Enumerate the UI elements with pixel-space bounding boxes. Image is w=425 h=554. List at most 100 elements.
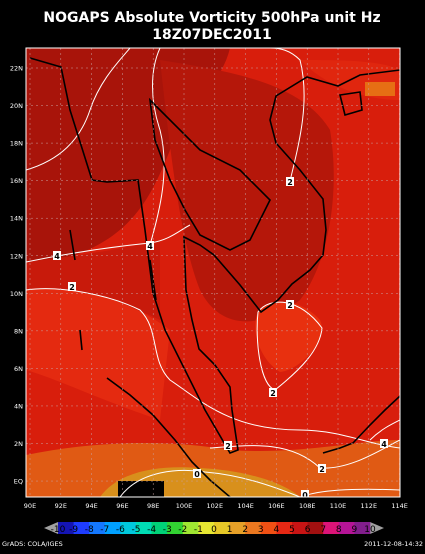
colorbar-swatch	[104, 522, 121, 534]
lat-label: 14N	[10, 215, 23, 223]
contour-label: 2	[319, 465, 325, 474]
colorbar-label: 1	[227, 525, 233, 535]
colorbar-swatch	[245, 522, 262, 534]
lat-label: 16N	[10, 177, 23, 185]
lon-label: 104E	[237, 502, 254, 510]
colorbar-label: -1	[194, 525, 203, 535]
colorbar-swatch	[89, 522, 106, 534]
colorbar-end-left	[44, 522, 58, 534]
lat-label: 18N	[10, 140, 23, 148]
lon-label: 112E	[361, 502, 378, 510]
title-line-1: NOGAPS Absolute Vorticity 500hPa unit Hz	[43, 10, 380, 26]
colorbar-swatch	[260, 522, 277, 534]
map-frame	[25, 47, 401, 498]
colorbar-swatch	[120, 522, 137, 534]
contour-label: 0	[302, 491, 308, 500]
contour-label: 0	[194, 470, 200, 479]
colorbar-swatch	[307, 522, 324, 534]
colorbar-swatch	[214, 522, 230, 534]
footer-left: GrADS: COLA/IGES	[2, 540, 63, 548]
colorbar-label: 4	[274, 525, 280, 535]
lon-labels: 90E 92E 94E 96E 98E 100E 102E 104E 106E 108E 110E 1…	[24, 502, 408, 510]
lon-label: 106E	[268, 502, 285, 510]
contour-label: 2	[287, 178, 293, 187]
lat-label: 4N	[14, 402, 23, 410]
lat-label: 22N	[10, 65, 23, 73]
colorbar-swatch	[167, 522, 184, 534]
contour-label-bg	[286, 177, 294, 186]
colorbar-swatch	[338, 522, 355, 534]
colorbar-label: 0	[211, 525, 217, 535]
contour-label-bg	[68, 282, 76, 291]
colorbar-swatch	[323, 522, 340, 534]
contour-label-bg	[193, 469, 201, 478]
colorbar-swatch	[354, 522, 371, 534]
lon-label: 94E	[85, 502, 97, 510]
graticule	[26, 48, 400, 497]
colorbar-label: -7	[100, 525, 109, 535]
contour-label-bg	[380, 439, 388, 448]
contour-label-bg	[286, 300, 294, 309]
lon-label: 90E	[24, 502, 36, 510]
lon-label: 92E	[55, 502, 67, 510]
lat-label: 2N	[14, 440, 23, 448]
lat-label: 6N	[14, 365, 23, 373]
colorbar-swatch	[58, 522, 74, 534]
colorbar-swatch	[229, 522, 246, 534]
lon-label: 98E	[147, 502, 159, 510]
lat-label: 20N	[10, 102, 23, 110]
contour-label: 2	[225, 442, 231, 451]
lon-label: 96E	[116, 502, 128, 510]
colorbar-swatch	[73, 522, 90, 534]
contour-label: 4	[54, 252, 60, 261]
colorbar-label: -8	[85, 525, 94, 535]
colorbar-end-right	[370, 522, 384, 534]
contour-label: 2	[287, 301, 293, 310]
colorbar-swatch	[198, 522, 215, 534]
colorbar-label: -2	[178, 525, 187, 535]
lon-label: 110E	[330, 502, 347, 510]
colorbar: -10 -9 -8 -7 -6 -5 -4 -3 -2 -1 0 1 2 3 4 5 6 7 8 9 10	[44, 522, 384, 535]
colorbar-label: 10	[364, 525, 376, 535]
contour-labels: 4 4 2 2 2 2 2 0 2 4 0	[53, 177, 388, 500]
lat-label: 8N	[14, 327, 23, 335]
footer-right: 2011-12-08-14:32	[364, 540, 423, 548]
coastlines	[29, 57, 400, 497]
colorbar-label: -10	[51, 525, 66, 535]
colorbar-swatch	[151, 522, 168, 534]
colorbar-label: 3	[258, 525, 264, 535]
lat-label: 10N	[10, 290, 23, 298]
lon-label: 102E	[207, 502, 224, 510]
map-field: 4 4 2 2 2 2 2 0 2 4 0	[26, 48, 400, 500]
contour-label-bg	[318, 464, 326, 473]
contour-label: 2	[69, 283, 75, 292]
colorbar-label: 9	[352, 525, 358, 535]
contour-label-bg	[301, 490, 309, 497]
colorbar-swatch	[276, 522, 293, 534]
contour-label: 4	[381, 440, 387, 449]
lon-label: 114E	[391, 502, 408, 510]
colorbar-label: 6	[305, 525, 311, 535]
colorbar-label: -6	[116, 525, 125, 535]
lat-label: EQ	[14, 478, 23, 486]
lon-label: 100E	[176, 502, 193, 510]
colorbar-label: 2	[242, 525, 248, 535]
colorbar-label: 8	[336, 525, 342, 535]
colorbar-label: 7	[320, 525, 326, 535]
contour-label-bg	[269, 388, 277, 397]
colorbar-label: -4	[147, 525, 156, 535]
title-line-2: 18Z07DEC2011	[152, 27, 272, 43]
contour-label: 4	[147, 242, 153, 251]
colorbar-swatch	[136, 522, 152, 534]
contour-label-bg	[224, 441, 232, 450]
colorbar-swatch	[182, 522, 199, 534]
colorbar-swatch	[292, 522, 308, 534]
contour-label: 2	[270, 389, 276, 398]
lat-label: 12N	[10, 252, 23, 260]
colorbar-label: -5	[132, 525, 141, 535]
contour-label-bg	[53, 251, 61, 260]
lon-label: 108E	[299, 502, 316, 510]
lat-labels: 22N 20N 18N 16N 14N 12N 10N 8N 6N 4N 2N EQ	[10, 65, 23, 486]
